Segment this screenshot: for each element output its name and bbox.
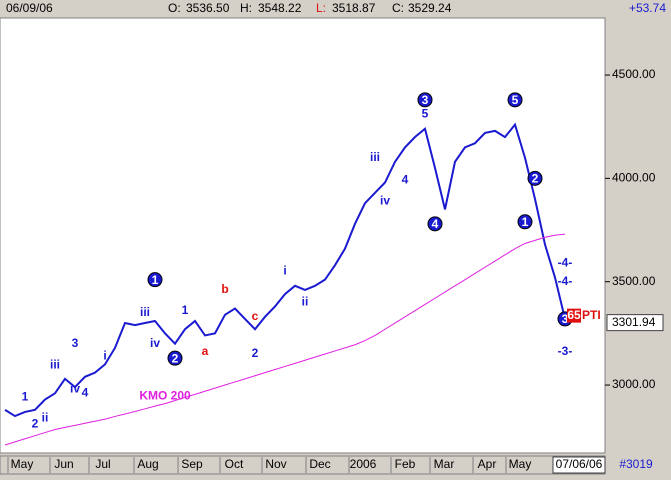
- wave-label: iv: [70, 381, 80, 395]
- wave-label: a: [202, 344, 209, 358]
- wave-label: 1: [522, 215, 529, 229]
- x-tick-label: 2006: [350, 457, 377, 471]
- wave-label: c: [252, 309, 259, 323]
- wave-label: 5: [422, 106, 429, 120]
- wave-circle: [147, 272, 163, 288]
- wave-label: 1: [182, 303, 189, 317]
- last-value-box: [606, 314, 664, 332]
- x-tick-label: Mar: [434, 457, 455, 471]
- x-tick-label: Sep: [181, 457, 203, 471]
- series-line: [4, 233, 566, 446]
- close-label: C:: [392, 1, 404, 15]
- open: 3536.50: [186, 1, 230, 15]
- x-tick-label: Feb: [395, 457, 416, 471]
- x-tick-label: Jun: [54, 457, 73, 471]
- cursor-box: [552, 456, 606, 474]
- wave-label: i: [283, 264, 286, 278]
- wave-label: 2: [252, 346, 259, 360]
- y-tick-label: 3000.00: [612, 377, 656, 391]
- wave-label: 2: [172, 351, 179, 365]
- wave-label: iv: [150, 336, 160, 350]
- wave-label: 2: [532, 172, 539, 186]
- wave-label: iv: [380, 193, 390, 207]
- wave-label: 5: [512, 93, 519, 107]
- wave-label: ii: [42, 410, 49, 424]
- wave-label: KMO 200: [139, 389, 191, 403]
- count: #3019: [619, 457, 653, 471]
- y-tick-label: 4500.00: [612, 67, 656, 81]
- high: 3548.22: [258, 1, 302, 15]
- wave-label: 1: [22, 390, 29, 404]
- high-label: H:: [240, 1, 252, 15]
- wave-label: b: [221, 282, 228, 296]
- tag-box-label: 65: [567, 308, 581, 322]
- wave-label: 3: [72, 336, 79, 350]
- x-tick-label: Jul: [95, 457, 110, 471]
- tag-label: PTI: [582, 308, 601, 322]
- wave-label: -4-: [558, 274, 573, 288]
- low-label: L:: [316, 1, 326, 15]
- wave-label: -3-: [558, 344, 573, 358]
- wave-label: 4: [402, 173, 409, 187]
- x-tick-label: Oct: [225, 457, 244, 471]
- low: 3518.87: [332, 1, 376, 15]
- last-value-label: 3301.94: [612, 315, 656, 329]
- wave-label: i: [103, 348, 106, 362]
- wave-label: iii: [50, 358, 60, 372]
- wave-circle: [167, 350, 183, 366]
- wave-label: iii: [370, 150, 380, 164]
- wave-label: 4: [432, 217, 439, 231]
- wave-circle: [417, 92, 433, 108]
- plot-area: [0, 17, 606, 454]
- x-tick-label: Apr: [478, 457, 497, 471]
- wave-label: ii: [302, 295, 309, 309]
- cursor-date: 07/06/06: [556, 457, 603, 471]
- wave-circle: [427, 216, 443, 232]
- date: 06/09/06: [6, 1, 53, 15]
- wave-circle: [517, 214, 533, 230]
- x-tick-label: Aug: [137, 457, 158, 471]
- y-tick-label: 3500.00: [612, 274, 656, 288]
- x-tick-label: May: [509, 457, 532, 471]
- x-tick-label: May: [11, 457, 34, 471]
- wave-label: -4-: [558, 255, 573, 269]
- tag-box: [567, 308, 581, 323]
- wave-label: 3: [422, 93, 429, 107]
- close: 3529.24: [408, 1, 452, 15]
- x-tick-label: Dec: [309, 457, 330, 471]
- wave-circle: [507, 92, 523, 108]
- series-line: [4, 122, 566, 418]
- wave-label: iii: [140, 305, 150, 319]
- wave-label: 3: [562, 312, 569, 326]
- x-tick-label: Nov: [265, 457, 286, 471]
- wave-label: 2: [32, 416, 39, 430]
- wave-circle: [527, 170, 543, 186]
- open-label: O:: [168, 1, 181, 15]
- wave-label: 4: [82, 385, 89, 399]
- y-tick-label: 4000.00: [612, 171, 656, 185]
- change: +53.74: [629, 1, 666, 15]
- wave-label: 1: [152, 273, 159, 287]
